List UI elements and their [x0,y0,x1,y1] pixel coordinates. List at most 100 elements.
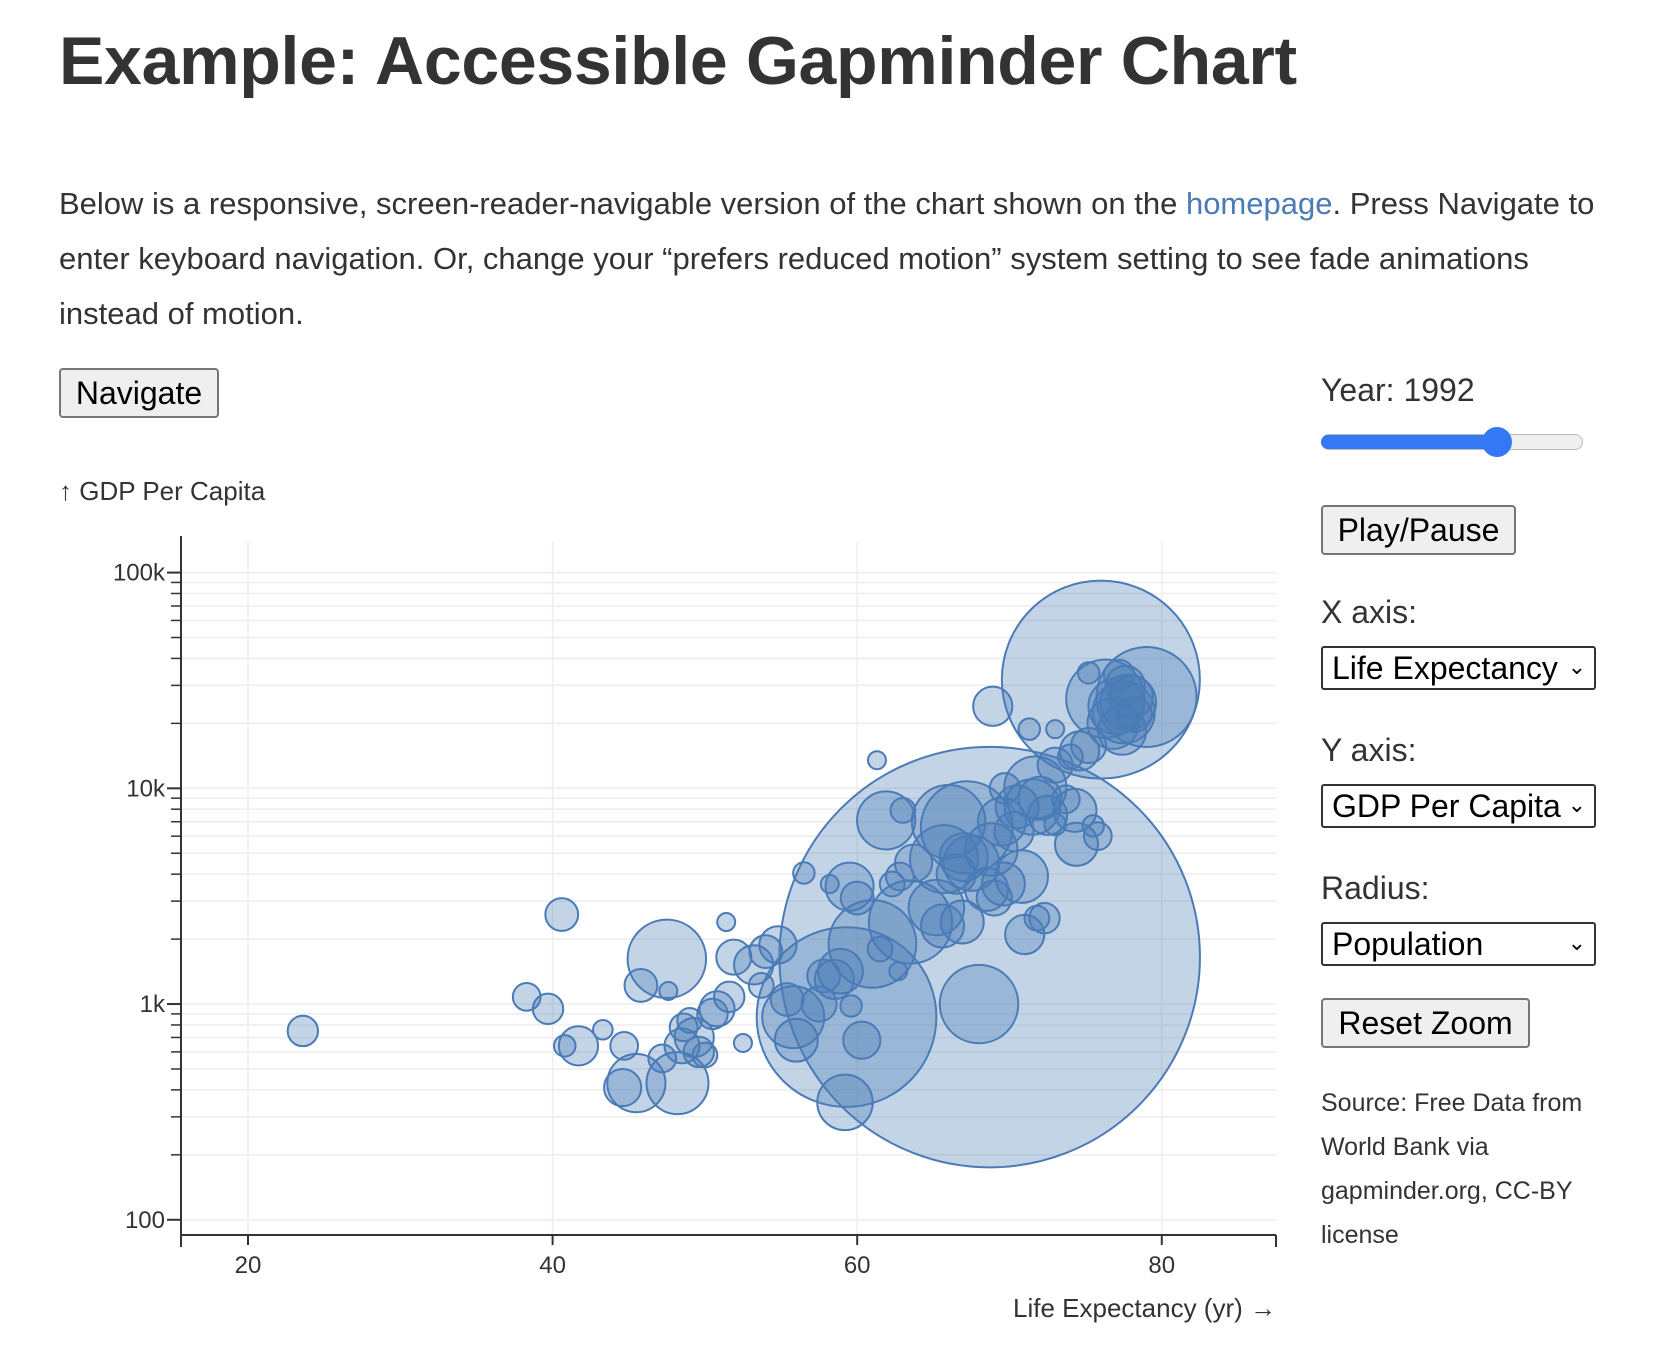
country-bubble[interactable] [1017,717,1042,741]
country-bubble[interactable] [1086,696,1140,750]
intro-text-after: . Press Navigate to enter keyboard navig… [59,186,1595,331]
country-bubble[interactable] [888,961,909,982]
country-bubble[interactable] [716,912,737,933]
country-bubble[interactable] [773,1017,819,1063]
play-pause-button[interactable]: Play/Pause [1321,505,1516,555]
intro-text-before: Below is a responsive, screen-reader-nav… [59,186,1186,221]
country-bubble[interactable] [544,897,580,932]
y-tick-label: 10k [126,775,166,802]
country-bubble[interactable] [792,861,816,885]
country-bubble[interactable] [715,938,753,976]
reset-zoom-button[interactable]: Reset Zoom [1321,998,1530,1048]
radius-select[interactable]: Population ⌄ [1321,922,1596,966]
country-bubble[interactable] [623,968,659,1003]
country-bubble[interactable] [626,918,708,1000]
x-axis-select[interactable]: Life Expectancy ⌄ [1321,646,1596,690]
country-bubble[interactable] [889,796,917,824]
country-bubble[interactable] [676,1006,704,1034]
country-bubble[interactable] [884,861,915,892]
country-bubble[interactable] [866,935,894,963]
country-bubble[interactable] [553,1034,577,1058]
x-tick-label: 20 [235,1252,262,1279]
radius-select-value: Population [1332,925,1484,962]
x-tick-label: 60 [844,1252,871,1279]
country-bubble[interactable] [603,1067,643,1108]
x-axis-title: Life Expectancy (yr) → [1013,1293,1276,1323]
navigate-button[interactable]: Navigate [59,368,219,418]
country-bubble[interactable] [747,972,775,999]
page-title: Example: Accessible Gapminder Chart [59,23,1297,99]
y-axis-select[interactable]: GDP Per Capita ⌄ [1321,784,1596,828]
y-tick-label: 100k [113,560,166,587]
country-bubble[interactable] [800,985,838,1023]
country-bubble[interactable] [1023,904,1051,932]
y-tick-label: 100 [125,1207,165,1234]
country-bubble[interactable] [935,853,977,895]
country-bubble[interactable] [988,772,1022,805]
country-bubble[interactable] [938,963,1020,1045]
country-bubble[interactable] [1076,661,1101,685]
country-bubble[interactable] [713,980,746,1014]
country-bubble[interactable] [919,903,965,949]
country-bubble[interactable] [647,1043,678,1074]
country-bubble[interactable] [682,1035,715,1069]
country-bubble[interactable] [866,750,887,771]
country-bubble[interactable] [1057,743,1084,771]
source-note: Source: Free Data from World Bank via ga… [1321,1089,1583,1249]
country-bubble[interactable] [696,997,729,1031]
country-bubble[interactable] [1043,812,1067,837]
radius-label: Radius: [1321,870,1430,906]
country-bubble[interactable] [755,926,938,1108]
country-bubble[interactable] [1081,814,1105,838]
country-bubble[interactable] [1045,719,1066,740]
country-bubble[interactable] [592,1018,614,1041]
country-bubble[interactable] [816,1073,874,1132]
country-bubble[interactable] [658,980,679,1001]
y-axis-title: ↑ GDP Per Capita [59,476,266,506]
chevron-down-icon: ⌄ [1567,792,1586,817]
country-bubble[interactable] [1070,726,1108,764]
country-bubble[interactable] [1036,746,1074,784]
country-bubble[interactable] [761,985,826,1050]
country-bubble[interactable] [856,790,917,851]
gapminder-chart[interactable]: 100k 10k 1k 100 20 40 60 80 ↑ GDP Per Capita Life… [0,470,1300,1330]
country-bubble[interactable] [993,810,1035,853]
y-tick-label: 1k [140,991,166,1018]
x-tick-label: 40 [539,1252,566,1279]
chevron-down-icon: ⌄ [1567,930,1586,955]
country-bubble[interactable] [813,958,855,1001]
country-bubble[interactable] [1028,902,1061,935]
country-bubble[interactable] [827,899,918,989]
intro-paragraph: Below is a responsive, screen-reader-nav… [59,176,1619,341]
year-label: Year: 1992 [1321,372,1475,408]
country-bubble[interactable] [769,982,805,1017]
country-bubble[interactable] [824,861,875,912]
country-bubble[interactable] [286,1014,320,1048]
country-bubble[interactable] [939,899,985,945]
country-bubble[interactable] [748,934,784,970]
country-bubble[interactable] [1115,695,1153,733]
country-bubble[interactable] [839,994,863,1018]
country-bubble[interactable] [975,879,1013,917]
year-slider-thumb[interactable] [1482,427,1512,457]
country-bubble[interactable] [1026,794,1069,836]
country-bubble[interactable] [819,874,840,895]
country-bubble[interactable] [511,981,542,1012]
x-axis-select-value: Life Expectancy [1332,649,1558,686]
year-slider-fill [1321,435,1497,449]
country-bubble[interactable] [1102,658,1136,692]
country-bubble[interactable] [842,1020,882,1060]
y-axis-label: Y axis: [1321,732,1417,768]
country-bubble[interactable] [691,1041,719,1069]
country-bubble[interactable] [609,1030,640,1061]
year-slider[interactable] [1321,427,1583,457]
country-bubble[interactable] [878,870,906,898]
country-bubble[interactable] [732,1032,753,1053]
y-axis-select-value: GDP Per Capita [1332,787,1561,824]
country-bubble[interactable] [1050,784,1081,815]
x-tick-label: 80 [1148,1252,1175,1279]
country-bubble[interactable] [972,685,1014,727]
homepage-link[interactable]: homepage [1185,186,1333,221]
country-bubble[interactable] [806,958,842,994]
country-bubble[interactable] [839,880,875,916]
